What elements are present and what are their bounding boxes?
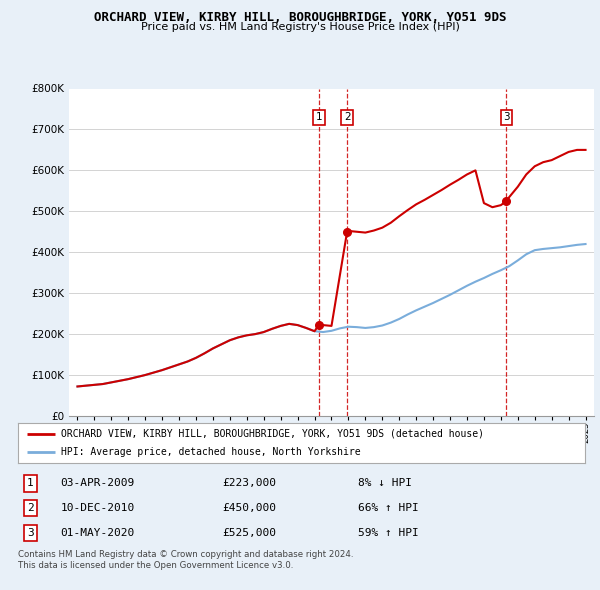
Text: 1: 1 (316, 112, 322, 122)
Text: 8% ↓ HPI: 8% ↓ HPI (358, 478, 412, 489)
Text: Contains HM Land Registry data © Crown copyright and database right 2024.: Contains HM Land Registry data © Crown c… (18, 550, 353, 559)
Text: ORCHARD VIEW, KIRBY HILL, BOROUGHBRIDGE, YORK, YO51 9DS (detached house): ORCHARD VIEW, KIRBY HILL, BOROUGHBRIDGE,… (61, 429, 484, 439)
Text: £525,000: £525,000 (222, 528, 276, 538)
Text: 1: 1 (27, 478, 34, 489)
Text: 2: 2 (27, 503, 34, 513)
Text: 10-DEC-2010: 10-DEC-2010 (61, 503, 135, 513)
Text: 3: 3 (27, 528, 34, 538)
Text: ORCHARD VIEW, KIRBY HILL, BOROUGHBRIDGE, YORK, YO51 9DS: ORCHARD VIEW, KIRBY HILL, BOROUGHBRIDGE,… (94, 11, 506, 24)
Text: £450,000: £450,000 (222, 503, 276, 513)
Text: 3: 3 (503, 112, 510, 122)
Text: HPI: Average price, detached house, North Yorkshire: HPI: Average price, detached house, Nort… (61, 447, 360, 457)
Text: 59% ↑ HPI: 59% ↑ HPI (358, 528, 419, 538)
Text: 03-APR-2009: 03-APR-2009 (61, 478, 135, 489)
Text: 66% ↑ HPI: 66% ↑ HPI (358, 503, 419, 513)
Text: £223,000: £223,000 (222, 478, 276, 489)
Text: 01-MAY-2020: 01-MAY-2020 (61, 528, 135, 538)
Text: This data is licensed under the Open Government Licence v3.0.: This data is licensed under the Open Gov… (18, 560, 293, 569)
Text: 2: 2 (344, 112, 350, 122)
Text: Price paid vs. HM Land Registry's House Price Index (HPI): Price paid vs. HM Land Registry's House … (140, 22, 460, 32)
